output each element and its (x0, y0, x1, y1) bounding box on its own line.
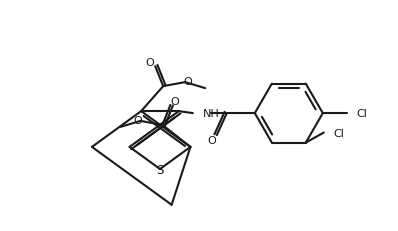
Text: Cl: Cl (334, 128, 345, 138)
Text: Cl: Cl (357, 109, 368, 119)
Text: O: O (170, 97, 179, 106)
Text: O: O (133, 116, 142, 125)
Text: NH: NH (203, 109, 220, 119)
Text: O: O (207, 136, 216, 146)
Text: O: O (184, 77, 193, 87)
Text: S: S (156, 164, 164, 177)
Text: O: O (146, 58, 154, 68)
